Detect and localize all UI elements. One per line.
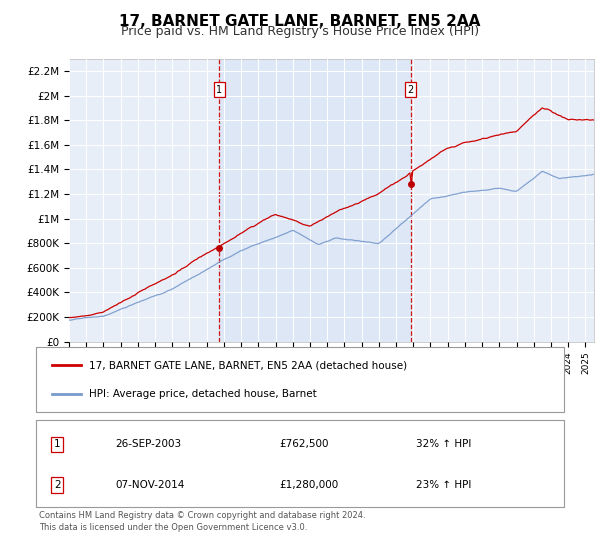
Text: 26-SEP-2003: 26-SEP-2003: [115, 439, 181, 449]
Text: 1: 1: [54, 439, 61, 449]
Text: 2: 2: [54, 480, 61, 490]
Text: 17, BARNET GATE LANE, BARNET, EN5 2AA (detached house): 17, BARNET GATE LANE, BARNET, EN5 2AA (d…: [89, 360, 407, 370]
Text: 23% ↑ HPI: 23% ↑ HPI: [416, 480, 472, 490]
Bar: [220, 59, 410, 342]
Text: 32% ↑ HPI: 32% ↑ HPI: [416, 439, 472, 449]
FancyBboxPatch shape: [36, 347, 564, 412]
Text: £762,500: £762,500: [279, 439, 328, 449]
Text: 1: 1: [217, 85, 223, 95]
Text: 07-NOV-2014: 07-NOV-2014: [115, 480, 185, 490]
Text: 2: 2: [407, 85, 414, 95]
FancyBboxPatch shape: [36, 420, 564, 507]
Text: 17, BARNET GATE LANE, BARNET, EN5 2AA: 17, BARNET GATE LANE, BARNET, EN5 2AA: [119, 14, 481, 29]
Text: Contains HM Land Registry data © Crown copyright and database right 2024.
This d: Contains HM Land Registry data © Crown c…: [39, 511, 365, 531]
Text: HPI: Average price, detached house, Barnet: HPI: Average price, detached house, Barn…: [89, 389, 317, 399]
Text: Price paid vs. HM Land Registry's House Price Index (HPI): Price paid vs. HM Land Registry's House …: [121, 25, 479, 38]
Text: £1,280,000: £1,280,000: [279, 480, 338, 490]
